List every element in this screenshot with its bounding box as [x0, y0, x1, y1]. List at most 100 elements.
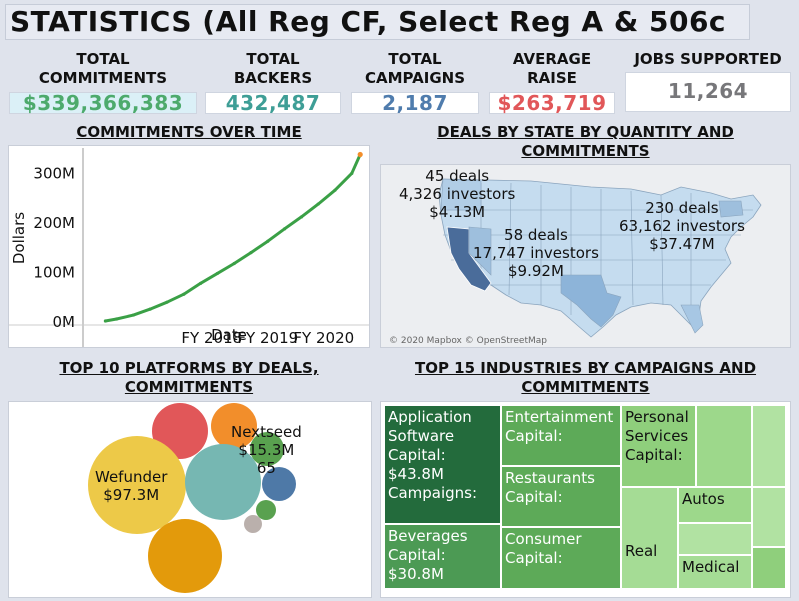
map-label-amount: $9.92M: [508, 262, 564, 280]
treemap-cell-personal-services[interactable]: Personal Services Capital:: [621, 405, 696, 487]
y-tick-label: 100M: [33, 263, 75, 281]
map-label-west: 45 deals 4,326 investors $4.13M: [399, 167, 515, 221]
y-tick-label: 0M: [53, 313, 76, 331]
y-axis-label: Dollars: [10, 212, 28, 264]
kpi-label: JOBS SUPPORTED: [634, 50, 782, 68]
kpi-label: AVERAGE RAISE: [512, 50, 592, 87]
kpi-average-raise: AVERAGE RAISE $263,719: [487, 46, 617, 115]
industries-treemap: Application Software Capital: $43.8M Cam…: [380, 401, 791, 598]
x-tick-label: FY 2020: [293, 329, 354, 347]
treemap-cell-autos[interactable]: Autos: [678, 487, 752, 523]
map-title: DEALS BY STATE BY QUANTITY AND COMMITMEN…: [437, 123, 734, 160]
treemap-cell-unlabeled-2[interactable]: [752, 405, 786, 487]
treemap-cell-application-software[interactable]: Application Software Capital: $43.8M Cam…: [384, 405, 501, 524]
kpi-value-box: 2,187: [351, 91, 479, 115]
commitments-panel: COMMITMENTS OVER TIME 0M 100M 200M 300M Doll…: [6, 120, 372, 348]
bubble-wefunder: [88, 436, 186, 534]
kpi-value: 432,487: [225, 91, 321, 115]
bubble-label-value: $97.3M: [103, 486, 160, 504]
series-point: [131, 313, 135, 317]
series-point: [182, 292, 186, 296]
treemap-cell-consumer[interactable]: Consumer Capital:: [501, 527, 621, 589]
series-point: [148, 307, 152, 311]
platforms-panel: TOP 10 PLATFORMS BY DEALS, COMMITMENTS W…: [6, 356, 372, 598]
platforms-chart-box: Wefunder $97.3M Nextseed $15.3M 65: [8, 401, 372, 598]
state-nevada: [468, 226, 492, 276]
bubble-label-wefunder: Wefunder $97.3M: [95, 468, 167, 504]
kpi-value: $339,366,383: [22, 91, 184, 115]
title-box: STATISTICS (All Reg CF, Select Reg A & 5…: [5, 4, 750, 40]
map-label-amount: $4.13M: [429, 203, 486, 221]
bubble-green-nextseed: [250, 432, 284, 466]
series-point: [215, 271, 219, 276]
x-tick-label: FY 2018: [181, 329, 242, 347]
y-tick-label: 200M: [33, 214, 75, 232]
treemap-cell-unlabeled-3[interactable]: [752, 487, 786, 547]
state-texas: [560, 274, 622, 328]
kpi-label: TOTAL COMMITMENTS: [38, 50, 168, 87]
industries-title: TOP 15 INDUSTRIES BY CAMPAIGNS AND COMMI…: [414, 359, 757, 396]
state-florida: [680, 304, 704, 334]
map-label-amount: $37.47M: [649, 235, 715, 253]
series-point: [350, 171, 354, 175]
us-map: © 2020 Mapbox © OpenStreetMap: [389, 178, 762, 346]
series-point: [103, 319, 107, 323]
bubble-label-name: Wefunder: [95, 468, 168, 486]
kpi-jobs-supported: JOBS SUPPORTED 11,264: [623, 46, 793, 114]
map-label-east: 230 deals 63,162 investors $37.47M: [619, 199, 745, 253]
kpi-value-box: $263,719: [489, 91, 615, 115]
series-point: [165, 300, 169, 304]
map-label-deals: 230 deals: [645, 199, 719, 217]
kpi-value-box: 11,264: [625, 72, 791, 112]
y-tick-label: 300M: [33, 164, 75, 182]
kpi-total-commitments: TOTAL COMMITMENTS $339,366,383: [7, 46, 199, 115]
kpi-total-campaigns: TOTAL CAMPAIGNS 2,187: [349, 46, 481, 115]
treemap-cell-entertainment[interactable]: Entertainment Capital:: [501, 405, 621, 466]
series-point: [249, 251, 253, 255]
industries-panel: TOP 15 INDUSTRIES BY CAMPAIGNS AND COMMI…: [378, 356, 793, 598]
map-label-investors: 17,747 investors: [473, 244, 599, 262]
treemap-cell-medical[interactable]: Medical: [678, 555, 752, 589]
kpi-value: 2,187: [382, 91, 448, 115]
map-label-investors: 63,162 investors: [619, 217, 745, 235]
kpi-value-box: 432,487: [205, 91, 341, 115]
kpi-label: TOTAL BACKERS: [233, 50, 313, 87]
treemap-cell-unlabeled-4[interactable]: [678, 523, 752, 555]
series-point: [299, 215, 303, 219]
bubble-label-count: 65: [256, 459, 276, 477]
treemap-label-real: Real: [625, 542, 658, 560]
treemap-cell-unlabeled-5[interactable]: [752, 547, 786, 589]
series-end-point: [357, 151, 363, 158]
platforms-title: TOP 10 PLATFORMS BY DEALS, COMMITMENTS: [59, 359, 319, 396]
series-point: [283, 227, 287, 231]
commitments-title: COMMITMENTS OVER TIME: [76, 123, 302, 141]
map-label-investors: 4,326 investors: [399, 185, 516, 203]
title-bar: STATISTICS (All Reg CF, Select Reg A & 5…: [0, 0, 799, 42]
series-point: [115, 317, 119, 321]
bubble-blue: [262, 467, 296, 501]
treemap-cell-restaurants[interactable]: Restaurants Capital:: [501, 466, 621, 527]
bubble-red: [152, 403, 208, 459]
series-point: [333, 188, 337, 192]
treemap-cell-beverages[interactable]: Beverages Capital: $30.8M: [384, 524, 501, 589]
treemap-cell-real[interactable]: Real: [621, 487, 678, 589]
bubble-gray: [244, 515, 262, 533]
map-label-deals: 45 deals: [425, 167, 490, 185]
bubble-teal: [185, 444, 261, 520]
series-line: [105, 153, 362, 323]
bubble-label-value: $15.3M: [238, 441, 295, 459]
bubble-label-name: Nextseed: [231, 423, 302, 441]
platforms-bubble-chart: [88, 403, 296, 593]
series-point: [232, 261, 236, 266]
map-panel: DEALS BY STATE BY QUANTITY AND COMMITMEN…: [378, 120, 793, 348]
state-newyork: [718, 200, 744, 218]
series-point: [199, 281, 203, 285]
state-oregon-washington: [440, 178, 482, 211]
map-label-south: 58 deals 17,747 investors $9.92M: [473, 226, 599, 280]
kpi-label: TOTAL CAMPAIGNS: [364, 50, 466, 87]
x-axis-label: Date: [211, 326, 247, 344]
map-box[interactable]: © 2020 Mapbox © OpenStreetMap 45 deals 4…: [380, 164, 791, 348]
bubble-orange-large: [148, 519, 222, 593]
treemap-cell-unlabeled-1[interactable]: [696, 405, 752, 487]
